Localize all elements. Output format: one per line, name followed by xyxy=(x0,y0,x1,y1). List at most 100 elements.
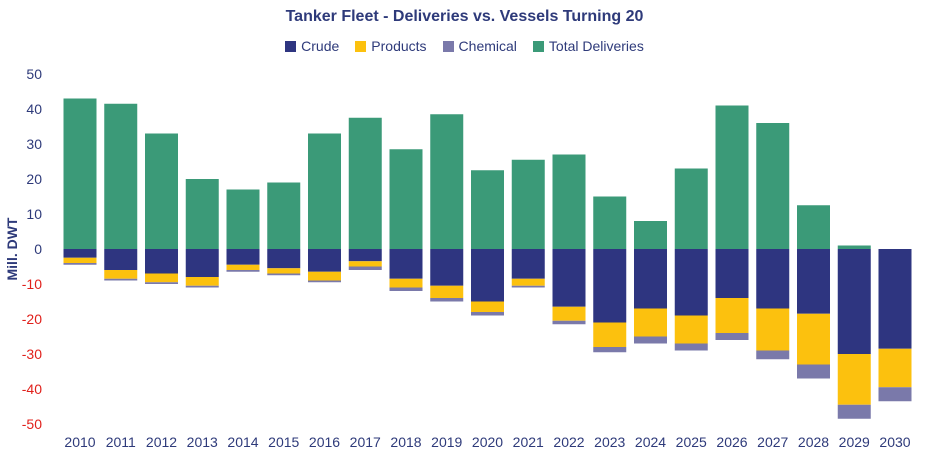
bar-crude-2025 xyxy=(674,249,708,316)
bar-chemical-2016 xyxy=(308,280,341,283)
bar-crude-2015 xyxy=(267,249,301,269)
bar-products-2014 xyxy=(226,264,260,270)
bar-chemical-2012 xyxy=(145,282,178,284)
bar-total-deliveries-2012 xyxy=(145,133,178,249)
bar-products-2023 xyxy=(593,322,627,347)
bar-total-deliveries-2018 xyxy=(389,149,423,249)
bar-crude-2011 xyxy=(104,249,138,270)
bar-total-deliveries-2016 xyxy=(308,133,341,249)
bar-crude-2028 xyxy=(797,249,830,314)
bar-chemical-2025 xyxy=(674,343,708,351)
legend-label: Chemical xyxy=(458,38,517,54)
y-tick-label: -30 xyxy=(22,346,42,362)
x-tick-label: 2017 xyxy=(350,434,381,450)
x-tick-label: 2014 xyxy=(227,434,258,450)
legend-label: Total Deliveries xyxy=(548,38,644,54)
y-tick-label: 50 xyxy=(26,66,42,82)
bar-total-deliveries-2013 xyxy=(185,179,219,249)
y-tick-label: -20 xyxy=(22,311,42,327)
bar-crude-2014 xyxy=(226,249,260,265)
bar-products-2013 xyxy=(185,277,219,286)
x-tick-label: 2013 xyxy=(187,434,218,450)
bar-products-2028 xyxy=(797,313,830,365)
bar-products-2019 xyxy=(430,285,464,298)
bar-crude-2024 xyxy=(634,249,667,309)
x-tick-label: 2029 xyxy=(839,434,870,450)
bar-products-2018 xyxy=(389,278,423,288)
bar-chemical-2015 xyxy=(267,273,301,276)
bar-products-2011 xyxy=(104,270,138,279)
bar-chemical-2028 xyxy=(797,364,830,379)
y-tick-label: 10 xyxy=(26,206,42,222)
bar-chemical-2029 xyxy=(837,404,871,419)
y-tick-label: -10 xyxy=(22,276,42,292)
bar-chemical-2011 xyxy=(104,278,138,281)
bar-products-2017 xyxy=(348,261,382,267)
bar-crude-2018 xyxy=(389,249,423,279)
x-tick-label: 2022 xyxy=(553,434,584,450)
bar-products-2029 xyxy=(837,354,871,405)
x-tick-label: 2030 xyxy=(879,434,910,450)
x-tick-label: 2019 xyxy=(431,434,462,450)
bar-crude-2016 xyxy=(308,249,341,272)
legend-swatch xyxy=(355,40,367,52)
bar-chemical-2018 xyxy=(389,287,423,291)
bar-chemical-2019 xyxy=(430,298,464,302)
bar-chemical-2013 xyxy=(185,285,219,288)
legend-label: Crude xyxy=(301,38,340,54)
x-tick-label: 2018 xyxy=(390,434,421,450)
bar-crude-2030 xyxy=(878,249,912,349)
bar-chemical-2020 xyxy=(471,312,504,316)
y-tick-label: 30 xyxy=(26,136,42,152)
bar-total-deliveries-2024 xyxy=(634,221,667,249)
bar-total-deliveries-2027 xyxy=(756,123,790,249)
y-tick-label: -50 xyxy=(22,416,42,432)
bar-total-deliveries-2015 xyxy=(267,182,301,249)
bar-chemical-2027 xyxy=(756,350,790,360)
bar-products-2026 xyxy=(715,298,749,333)
bar-products-2015 xyxy=(267,268,301,274)
bar-chemical-2021 xyxy=(511,285,545,288)
bar-total-deliveries-2026 xyxy=(715,105,749,249)
x-tick-label: 2011 xyxy=(106,434,136,450)
bar-chemical-2022 xyxy=(552,320,586,325)
bar-total-deliveries-2023 xyxy=(593,196,627,249)
bar-products-2020 xyxy=(471,301,504,312)
bar-total-deliveries-2028 xyxy=(797,205,830,249)
bar-products-2030 xyxy=(878,348,912,388)
x-tick-label: 2023 xyxy=(594,434,625,450)
bar-products-2025 xyxy=(674,315,708,344)
y-tick-label: -40 xyxy=(22,381,42,397)
bar-crude-2023 xyxy=(593,249,627,323)
bar-crude-2017 xyxy=(348,249,382,262)
bar-products-2024 xyxy=(634,308,667,337)
bar-crude-2021 xyxy=(511,249,545,279)
x-tick-label: 2015 xyxy=(268,434,299,450)
bar-crude-2026 xyxy=(715,249,749,298)
y-axis-label: Mill. DWT xyxy=(4,217,20,280)
bar-chemical-2010 xyxy=(63,263,97,265)
bar-total-deliveries-2029 xyxy=(837,245,871,249)
legend-label: Products xyxy=(371,38,427,54)
bar-chemical-2014 xyxy=(226,270,260,272)
x-tick-label: 2020 xyxy=(472,434,503,450)
bar-crude-2029 xyxy=(837,249,871,354)
x-tick-label: 2027 xyxy=(757,434,788,450)
x-tick-label: 2010 xyxy=(64,434,95,450)
legend: Crude Products Chemical Total Deliveries xyxy=(0,38,929,54)
y-tick-label: 40 xyxy=(26,101,42,117)
y-tick-label: 0 xyxy=(34,241,42,257)
bar-products-2012 xyxy=(145,273,178,283)
legend-item-crude: Crude xyxy=(285,38,339,54)
bar-crude-2022 xyxy=(552,249,586,307)
bar-chemical-2026 xyxy=(715,333,749,340)
bar-products-2022 xyxy=(552,306,586,321)
bar-total-deliveries-2025 xyxy=(674,168,708,249)
chart-title: Tanker Fleet - Deliveries vs. Vessels Tu… xyxy=(285,8,644,25)
x-tick-label: 2028 xyxy=(798,434,829,450)
bar-chemical-2023 xyxy=(593,347,627,353)
x-tick-label: 2025 xyxy=(676,434,707,450)
x-tick-label: 2024 xyxy=(635,434,666,450)
